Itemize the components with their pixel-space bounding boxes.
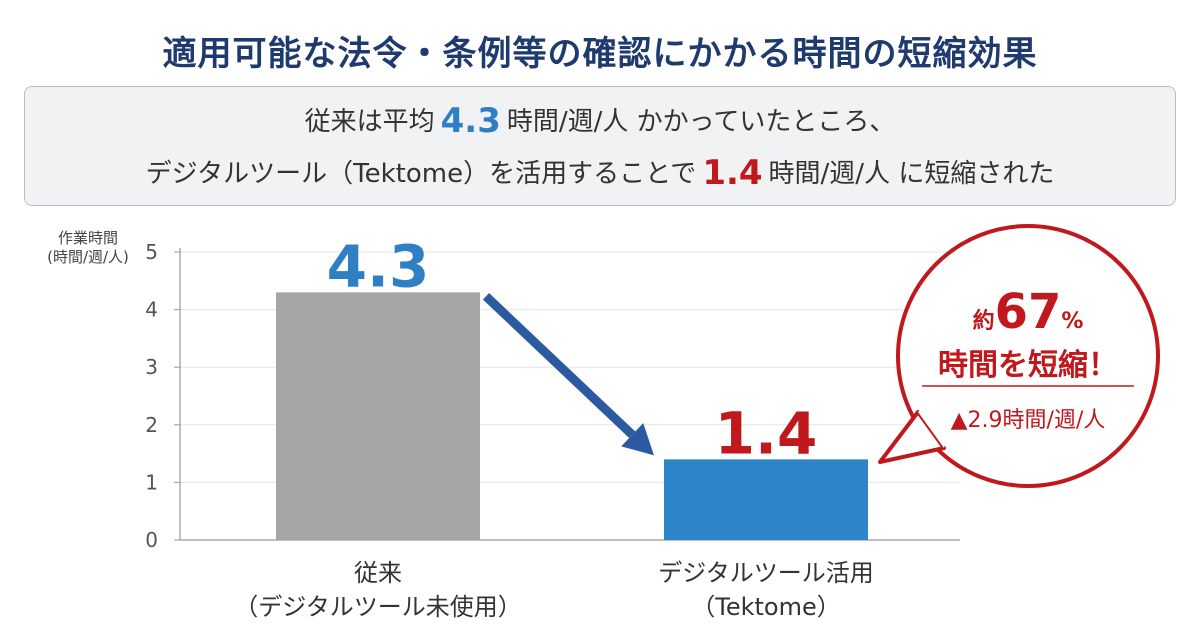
summary-value-conventional: 4.3 — [440, 101, 501, 141]
summary-text: デジタルツール（Tektome）を活用することで — [145, 159, 697, 189]
summary-text: 従来は平均 — [304, 107, 435, 137]
category-label-line: 従来 — [354, 559, 402, 587]
callout-percent-sign: % — [1061, 309, 1084, 334]
callout-prefix: 約 — [972, 309, 995, 334]
category-label-tektome: デジタルツール活用 （Tektome） — [566, 556, 966, 624]
callout-bubble — [896, 224, 1160, 488]
summary-line-1: 従来は平均 4.3 時間/週/人 かかっていたところ、 — [25, 101, 1175, 141]
bar-tektome — [664, 459, 868, 540]
summary-value-tektome: 1.4 — [702, 153, 763, 193]
category-label-conventional: 従来 （デジタルツール未使用） — [178, 556, 578, 624]
category-label-line: （デジタルツール未使用） — [234, 593, 522, 621]
y-tick-label: 3 — [145, 355, 158, 379]
y-tick-label: 5 — [145, 240, 158, 264]
callout-percent-line: 約67% — [918, 284, 1138, 340]
bar-value-label: 4.3 — [327, 232, 430, 300]
summary-box: 従来は平均 4.3 時間/週/人 かかっていたところ、 デジタルツール（Tektom… — [24, 86, 1176, 206]
category-label-line: （Tektome） — [691, 593, 841, 621]
y-axis-label: 作業時間 — [58, 229, 118, 247]
y-tick-label: 2 — [145, 413, 158, 437]
decrease-arrow — [482, 293, 636, 439]
summary-text: 時間/週/人 かかっていたところ、 — [506, 107, 896, 137]
arrow-head-icon — [621, 423, 654, 456]
page-title: 適用可能な法令・条例等の確認にかかる時間の短縮効果 — [162, 34, 1038, 74]
callout-percent: 67 — [994, 284, 1062, 340]
y-tick-label: 4 — [145, 298, 158, 322]
y-axis-label: (時間/週/人) — [47, 248, 129, 266]
bar-value-label: 1.4 — [715, 399, 818, 467]
summary-line-2: デジタルツール（Tektome）を活用することで 1.4 時間/週/人 に短縮された — [25, 153, 1175, 193]
y-tick-label: 0 — [145, 528, 158, 552]
y-tick-label: 1 — [145, 470, 158, 494]
callout-main-text: 時間を短縮！ — [938, 348, 1118, 383]
callout-sub-text: ▲2.9時間/週/人 — [950, 408, 1106, 433]
summary-text: 時間/週/人 に短縮された — [768, 159, 1055, 189]
callout-pointer-mask — [918, 404, 950, 448]
category-label-line: デジタルツール活用 — [658, 559, 874, 587]
bar-conventional — [276, 292, 480, 540]
